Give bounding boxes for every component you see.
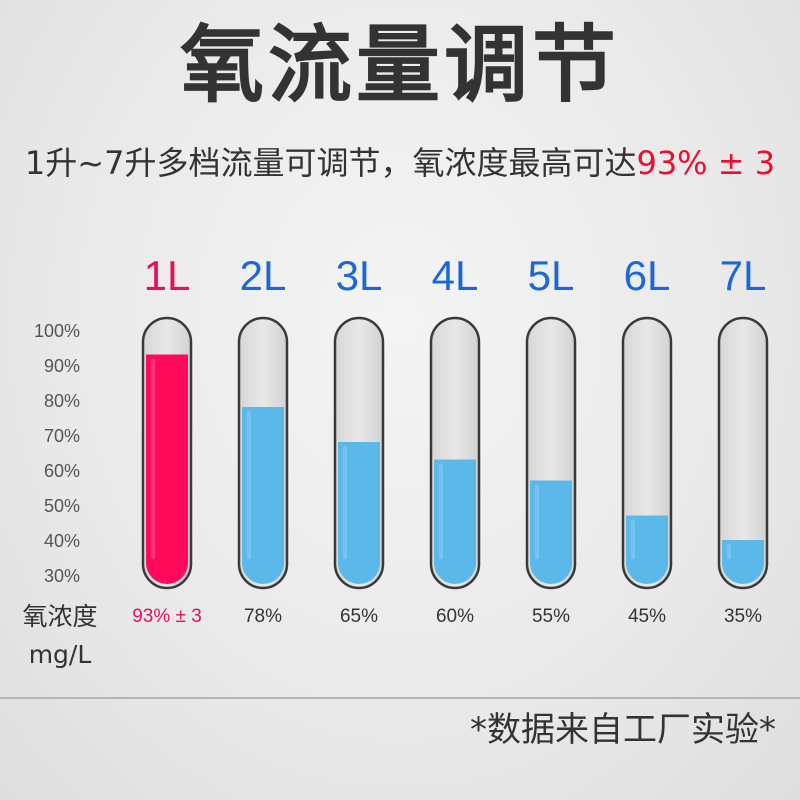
- y-tick-label: 40%: [44, 531, 80, 551]
- y-tick-label: 80%: [44, 391, 80, 411]
- bar-highlight: [535, 484, 539, 559]
- value-label: 55%: [532, 606, 570, 627]
- bar-highlight: [343, 446, 347, 559]
- bar-fill: [434, 459, 476, 584]
- test-tube: [717, 316, 769, 590]
- subtitle-text: 1升~7升多档流量可调节，氧浓度最高可达: [24, 144, 637, 182]
- y-tick-label: 100%: [34, 321, 80, 341]
- footnote: *数据来自工厂实验*: [470, 710, 776, 750]
- value-label: 45%: [628, 606, 666, 627]
- bar-fill: [722, 540, 764, 584]
- y-axis-label: mg/L: [29, 640, 92, 669]
- bar-fill: [146, 354, 188, 584]
- y-tick-label: 70%: [44, 426, 80, 446]
- bar-highlight: [631, 519, 635, 559]
- value-label: 60%: [436, 606, 474, 627]
- subtitle-highlight: 93% ± 3: [636, 144, 776, 182]
- y-tick-label: 90%: [44, 356, 80, 376]
- bar-highlight: [439, 463, 443, 559]
- subtitle: 1升~7升多档流量可调节，氧浓度最高可达93% ± 3: [0, 137, 800, 189]
- category-label: 7L: [720, 252, 767, 299]
- category-label: 4L: [432, 252, 479, 299]
- y-tick-label: 30%: [44, 566, 80, 586]
- category-label: 2L: [240, 252, 287, 299]
- value-label: 65%: [340, 606, 378, 627]
- bar-fill: [626, 515, 668, 584]
- page-title: 氧流量调节: [179, 16, 620, 114]
- bar-fill: [242, 407, 284, 584]
- bar-highlight: [727, 544, 731, 559]
- category-label: 6L: [624, 252, 671, 299]
- bar-highlight: [247, 411, 251, 559]
- bar-fill: [338, 442, 380, 584]
- value-label: 35%: [724, 606, 762, 627]
- y-axis-label: 氧浓度: [22, 602, 97, 631]
- bar-fill: [530, 480, 572, 584]
- footer-divider: [0, 697, 800, 699]
- category-label: 1L: [144, 252, 191, 299]
- y-tick-label: 50%: [44, 496, 80, 516]
- value-label: 93% ± 3: [132, 606, 202, 627]
- bar-highlight: [151, 358, 155, 559]
- category-label: 5L: [528, 252, 575, 299]
- value-label: 78%: [244, 606, 282, 627]
- category-label: 3L: [336, 252, 383, 299]
- y-tick-label: 60%: [44, 461, 80, 481]
